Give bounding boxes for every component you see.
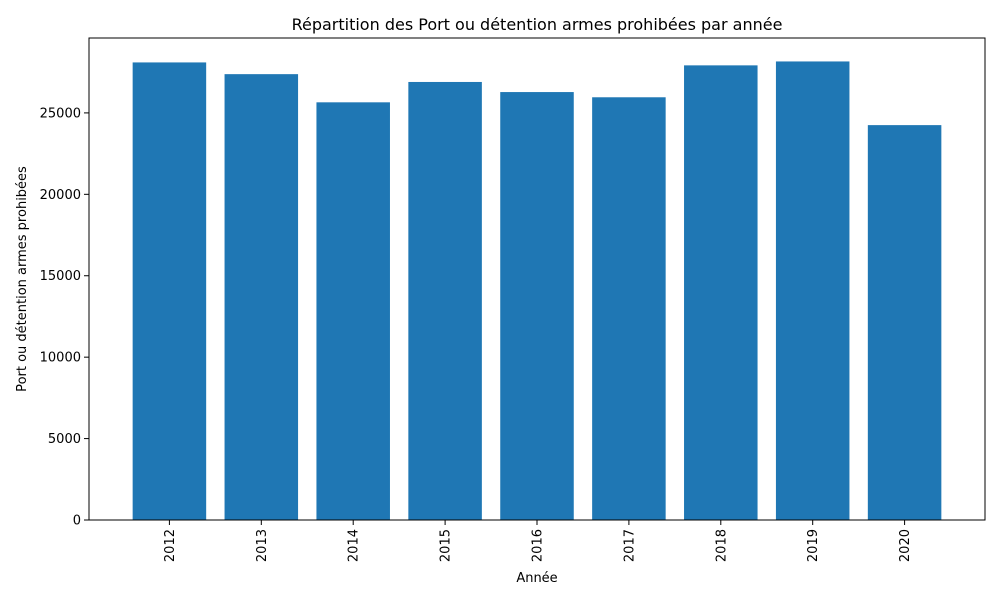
bar-2015 bbox=[408, 81, 482, 520]
y-axis-ticks: 0 5000 10000 15000 20000 25000 bbox=[40, 106, 89, 529]
x-tick-label: 2012 bbox=[163, 529, 178, 562]
x-tick-label: 2015 bbox=[439, 529, 454, 562]
bar-2016 bbox=[500, 92, 574, 520]
chart-title: Répartition des Port ou détention armes … bbox=[292, 15, 783, 34]
bar-2013 bbox=[224, 74, 299, 521]
x-axis-label: Année bbox=[516, 571, 557, 586]
bars-group bbox=[132, 61, 942, 521]
x-tick-label: 2019 bbox=[806, 529, 821, 562]
y-tick-label: 0 bbox=[73, 514, 81, 529]
x-tick-label: 2017 bbox=[622, 529, 637, 562]
x-tick-label: 2014 bbox=[347, 529, 362, 562]
plot-frame bbox=[88, 37, 986, 521]
bar-2014 bbox=[316, 102, 390, 520]
bar-2017 bbox=[592, 97, 666, 520]
y-tick-label: 25000 bbox=[40, 106, 81, 121]
y-axis-label: Port ou détention armes prohibées bbox=[15, 166, 30, 392]
x-axis-ticks: 2012 2013 2014 2015 2016 2017 2018 2019 2020 bbox=[163, 520, 913, 562]
x-tick-label: 2016 bbox=[531, 529, 546, 562]
y-tick-label: 5000 bbox=[48, 432, 81, 447]
y-tick-label: 10000 bbox=[40, 351, 81, 366]
y-tick-label: 15000 bbox=[40, 269, 81, 284]
bar-2020 bbox=[867, 125, 942, 521]
x-tick-label: 2013 bbox=[255, 529, 270, 562]
x-tick-label: 2020 bbox=[898, 529, 913, 562]
bar-2019 bbox=[775, 61, 850, 521]
bar-2018 bbox=[684, 65, 758, 521]
bar-2012 bbox=[132, 62, 207, 521]
x-tick-label: 2018 bbox=[714, 529, 729, 562]
y-tick-label: 20000 bbox=[40, 188, 81, 203]
